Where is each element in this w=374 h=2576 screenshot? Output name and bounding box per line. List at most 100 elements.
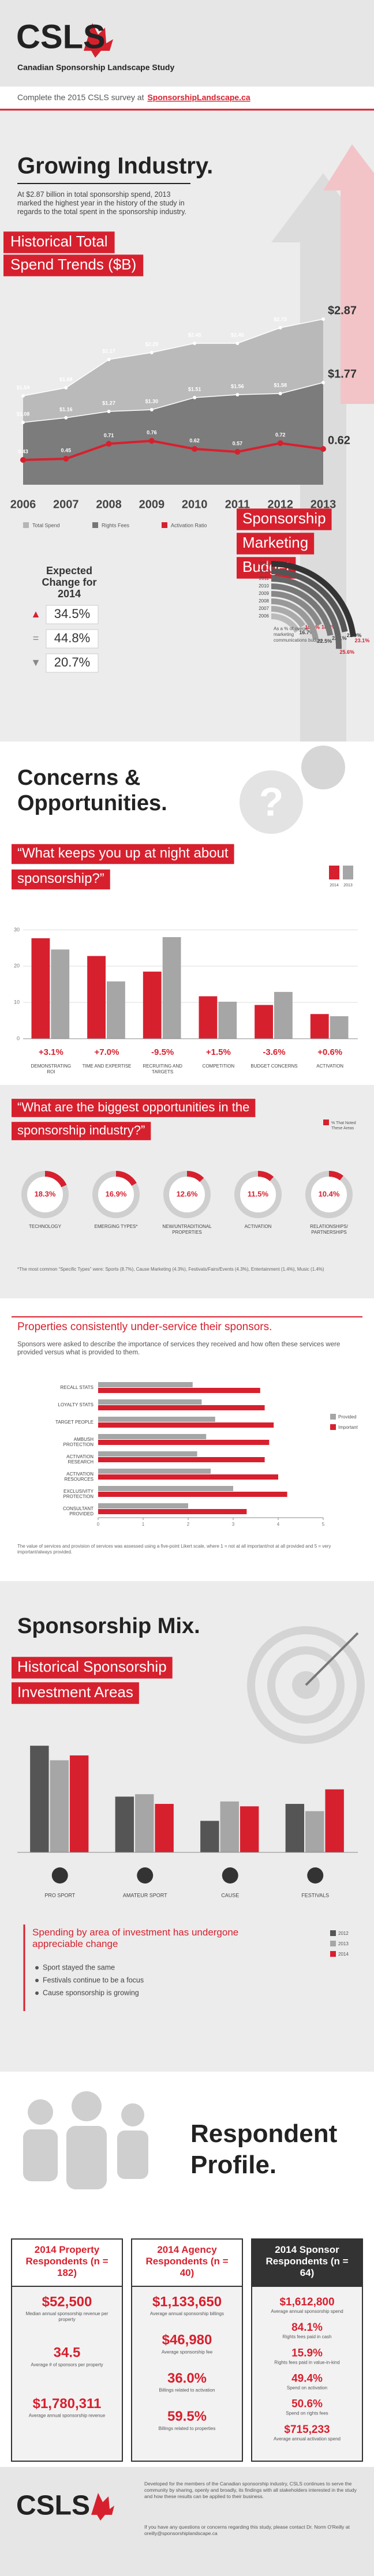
series-line bbox=[23, 382, 324, 423]
column-title: 2014 Sponsor Respondents (n = 64) bbox=[265, 2244, 348, 2278]
chart-title: Sponsorship Marketing Budget bbox=[242, 510, 326, 575]
change-label: -3.6% bbox=[263, 1047, 285, 1057]
label-box bbox=[3, 254, 144, 276]
change-icon: = bbox=[33, 632, 39, 644]
radial-bar bbox=[271, 583, 334, 636]
bar bbox=[155, 1804, 174, 1852]
point bbox=[107, 358, 111, 361]
bar bbox=[98, 1486, 233, 1491]
column-title: 2014 Agency Respondents (n = 40) bbox=[145, 2244, 228, 2278]
data-label: $1.56 bbox=[231, 383, 244, 389]
label-box bbox=[237, 508, 332, 530]
column-title: 2014 Property Respondents (n = 182) bbox=[25, 2244, 108, 2278]
change-label: +3.1% bbox=[39, 1047, 63, 1057]
point bbox=[64, 386, 68, 390]
value-label: 12.6% bbox=[177, 1189, 198, 1198]
stat-label: Spend on rights fees bbox=[286, 2411, 328, 2416]
chart-title: Historical Total Spend Trends ($B) bbox=[10, 233, 136, 273]
label-box bbox=[12, 844, 234, 864]
point bbox=[320, 446, 326, 452]
x-tick-label: 2 bbox=[187, 1522, 190, 1527]
x-tick-label: 2006 bbox=[10, 498, 36, 511]
radial-bar bbox=[271, 613, 300, 633]
bar bbox=[305, 1811, 324, 1852]
y-tick-label: LOYALTY STATS bbox=[58, 1402, 94, 1407]
paragraph: At $2.87 billion in total sponsorship sp… bbox=[17, 190, 186, 216]
chart-title: Historical Sponsorship Investment Areas bbox=[17, 1658, 167, 1701]
point bbox=[20, 457, 26, 463]
bar bbox=[162, 937, 181, 1039]
legend-swatch bbox=[330, 1941, 336, 1946]
point bbox=[321, 317, 325, 321]
category-label: 2010 bbox=[259, 583, 269, 589]
data-label: $1.16 bbox=[59, 406, 73, 412]
bar bbox=[98, 1399, 202, 1405]
bullet bbox=[35, 1979, 39, 1982]
label-box bbox=[12, 869, 110, 890]
decor-target bbox=[267, 1646, 345, 1724]
logo-subtitle: Canadian Sponsorship Landscape Study bbox=[17, 63, 174, 72]
bullet bbox=[35, 1966, 39, 1970]
value-label: 10.4% bbox=[319, 1189, 340, 1198]
bar bbox=[98, 1434, 207, 1439]
change-icon: ▲ bbox=[31, 608, 41, 620]
radial-bar bbox=[271, 606, 305, 628]
x-tick-label: BUDGET CONCERNS bbox=[250, 1064, 297, 1069]
value-label: 18.3% bbox=[35, 1189, 56, 1198]
stat-value: 36.0% bbox=[167, 2371, 207, 2386]
category-label: 2008 bbox=[259, 598, 269, 604]
stat-value: $1,133,650 bbox=[152, 2294, 222, 2309]
legend-label: Rights Fees bbox=[102, 522, 130, 528]
data-label: 0.43 bbox=[18, 448, 28, 454]
x-tick-label: 2010 bbox=[182, 498, 208, 511]
y-tick-label: CONSULTANT PROVIDED bbox=[63, 1506, 94, 1517]
bar bbox=[255, 1005, 273, 1039]
column-header bbox=[131, 2238, 243, 2287]
bar bbox=[218, 1001, 237, 1039]
bar bbox=[98, 1422, 274, 1428]
chart-subtitle: As a % of overall marketing communications… bbox=[274, 626, 323, 643]
decor-dart bbox=[305, 1632, 359, 1686]
footnote: *The most common “Specific Types” were: … bbox=[17, 1267, 324, 1272]
x-tick-label: DEMONSTRATING ROI bbox=[31, 1064, 72, 1074]
stat-value: 15.9% bbox=[291, 2347, 323, 2359]
stat-label: Median annual sponsorship revenue per pro… bbox=[26, 2311, 109, 2322]
bar bbox=[31, 938, 50, 1039]
data-label: $2.17 bbox=[102, 348, 115, 354]
bar bbox=[274, 991, 293, 1039]
y-tick-label: TARGET PEOPLE bbox=[55, 1420, 94, 1425]
stat-label: Average annual sponsorship billings bbox=[150, 2311, 224, 2316]
x-tick-label: 2011 bbox=[225, 498, 250, 511]
logo: CSLS bbox=[16, 18, 106, 55]
category-label: 2007 bbox=[259, 606, 269, 611]
legend-label: Total Spend bbox=[32, 522, 60, 528]
value-label: 23.1% bbox=[355, 638, 370, 643]
legend-label: 2013 bbox=[338, 1941, 349, 1946]
footnote: The value of services and provision of s… bbox=[17, 1544, 331, 1555]
section-title: Respondent Profile. bbox=[190, 2120, 338, 2179]
bar bbox=[98, 1451, 197, 1457]
bar bbox=[98, 1492, 287, 1497]
x-tick-label: 0 bbox=[97, 1522, 100, 1527]
chart-title: “What are the biggest opportunities in t… bbox=[17, 1100, 249, 1137]
category-label: 2009 bbox=[259, 591, 269, 596]
legend-swatch bbox=[329, 866, 339, 879]
bar bbox=[69, 1755, 89, 1852]
y-tick-label: RECALL STATS bbox=[60, 1385, 94, 1390]
point bbox=[149, 351, 154, 354]
x-tick-label: FESTIVALS bbox=[301, 1892, 329, 1898]
x-tick-label: AMATEUR SPORT bbox=[123, 1892, 167, 1898]
value-label: 44.8% bbox=[54, 631, 90, 645]
stat-label: Rights fees paid in value-in-kind bbox=[274, 2360, 339, 2365]
chart-subtitle: Sponsors were asked to describe the impo… bbox=[17, 1341, 340, 1356]
data-label: 0.62 bbox=[189, 437, 200, 443]
category-label: 2011 bbox=[259, 576, 270, 581]
legend-label: % That Noted These Areas bbox=[331, 1121, 356, 1130]
x-tick-label: ACTIVATION bbox=[316, 1064, 343, 1069]
point bbox=[149, 408, 154, 411]
x-tick-label: 2013 bbox=[311, 498, 336, 511]
bullet bbox=[35, 1991, 39, 1995]
stat-value: $46,980 bbox=[162, 2332, 212, 2348]
bar bbox=[98, 1382, 193, 1387]
